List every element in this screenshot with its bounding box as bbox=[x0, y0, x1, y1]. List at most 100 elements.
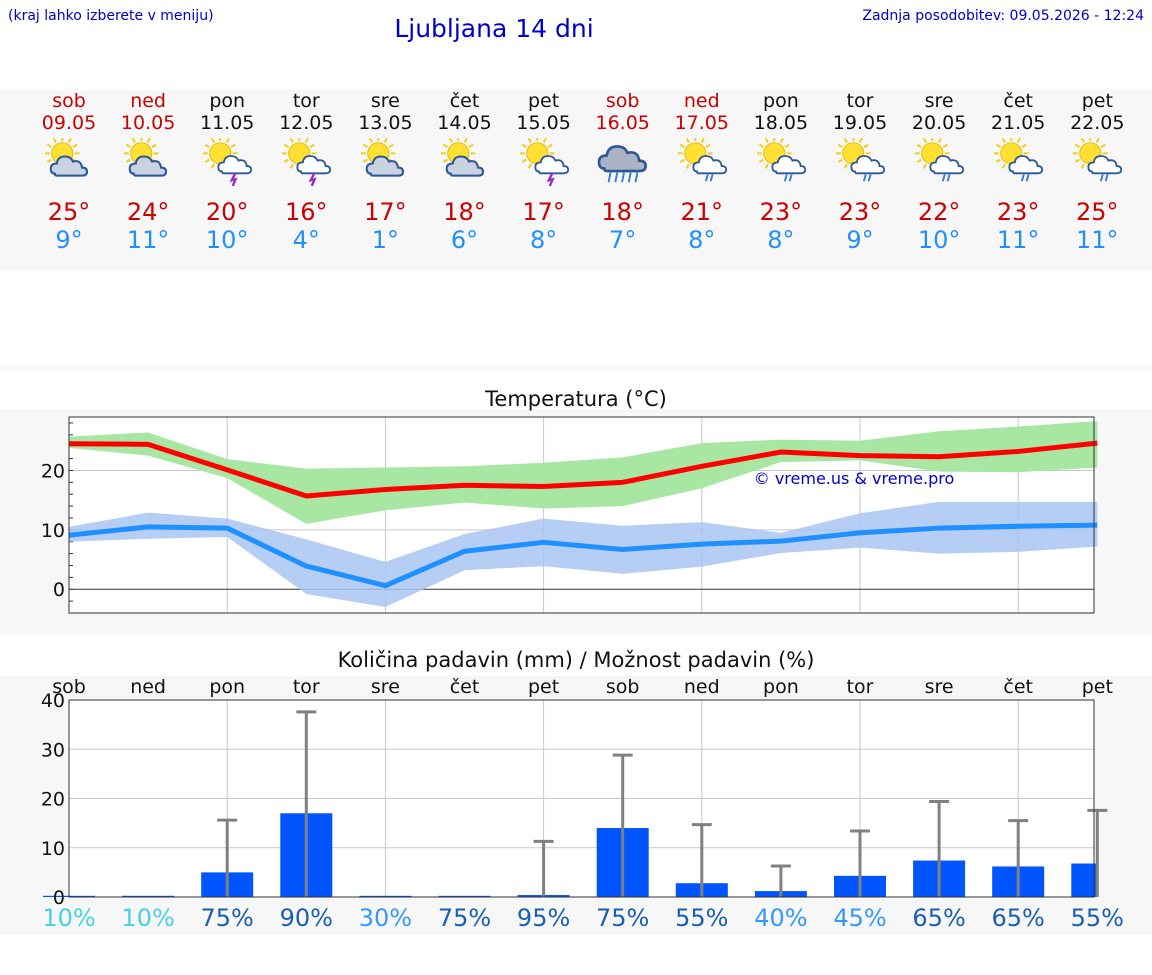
y-tick-label: 10 bbox=[41, 520, 65, 542]
precipitation-bar bbox=[122, 895, 175, 897]
precipitation-probability: 65% bbox=[912, 904, 965, 932]
min-temperature: 8° bbox=[767, 226, 795, 254]
day-date: 14.05 bbox=[437, 112, 492, 134]
day-date: 15.05 bbox=[516, 112, 571, 134]
max-temperature: 18° bbox=[443, 198, 486, 226]
sun-cloud-icon bbox=[438, 136, 492, 186]
precipitation-chart: sob ned pon tor sre čet pet sob ned pon tor sre čet p… bbox=[41, 676, 1124, 932]
day-date: 21.05 bbox=[990, 112, 1046, 134]
max-temperature: 18° bbox=[601, 198, 644, 226]
max-temperature: 20° bbox=[205, 198, 249, 226]
min-temperature: 10° bbox=[917, 226, 961, 254]
day-column: pet 15.05 17° 8° bbox=[504, 90, 584, 265]
max-temperature: 25° bbox=[1076, 198, 1119, 226]
x-tick-label: pon bbox=[763, 676, 799, 698]
sun-rain-icon bbox=[1070, 136, 1124, 186]
x-tick-label: sob bbox=[52, 676, 86, 698]
plot-border bbox=[68, 699, 1095, 898]
day-name: sob bbox=[605, 90, 640, 112]
sun-storm-icon bbox=[200, 136, 254, 187]
precipitation-probability: 55% bbox=[1071, 904, 1124, 932]
day-date: 18.05 bbox=[753, 112, 809, 134]
sun-storm-icon bbox=[279, 136, 333, 187]
max-temperature: 17° bbox=[522, 198, 565, 226]
day-name: pet bbox=[1081, 90, 1113, 112]
watermark: © vreme.us & vreme.pro bbox=[754, 469, 955, 488]
y-tick-label: 0 bbox=[53, 579, 65, 601]
sun-rain-icon bbox=[754, 136, 808, 186]
y-tick-label: 40 bbox=[41, 690, 65, 712]
max-temperature: 25° bbox=[47, 198, 91, 226]
x-tick-label: sob bbox=[606, 676, 640, 698]
sun-cloud-icon bbox=[358, 136, 412, 186]
x-tick-label: sre bbox=[371, 676, 400, 698]
min-temperature: 11° bbox=[1076, 226, 1119, 254]
precipitation-probability: 30% bbox=[359, 904, 412, 932]
y-tick-label: 10 bbox=[41, 838, 65, 860]
day-date: 20.05 bbox=[911, 112, 967, 134]
day-column: pon 11.05 20° 10° bbox=[187, 90, 267, 265]
precipitation-chart-title: Količina padavin (mm) / Možnost padavin … bbox=[337, 648, 815, 672]
max-temperature: 24° bbox=[126, 198, 170, 226]
day-name: ned bbox=[130, 90, 166, 112]
day-date: 22.05 bbox=[1070, 112, 1125, 134]
day-name: sob bbox=[52, 90, 86, 112]
x-tick-label: sre bbox=[925, 676, 954, 698]
sun-rain-icon bbox=[991, 136, 1045, 186]
temperature-chart-title: Temperatura (°C) bbox=[485, 387, 667, 411]
day-name: pon bbox=[763, 90, 799, 112]
day-date: 17.05 bbox=[674, 112, 729, 134]
max-temperature: 23° bbox=[838, 198, 882, 226]
day-name: pon bbox=[209, 90, 246, 112]
sun-rain-icon bbox=[833, 136, 887, 186]
precipitation-probability: 65% bbox=[992, 904, 1045, 932]
day-column: tor 12.05 16° 4° bbox=[266, 90, 346, 265]
min-temperature-line bbox=[68, 522, 1098, 589]
day-date: 16.05 bbox=[595, 112, 650, 134]
last-updated: Zadnja posodobitev: 09.05.2026 - 12:24 bbox=[862, 8, 1144, 24]
day-date: 12.05 bbox=[279, 112, 334, 134]
min-temperature: 8° bbox=[529, 226, 558, 254]
sun-cloud-icon bbox=[42, 136, 96, 186]
min-temperature: 1° bbox=[371, 226, 400, 254]
x-tick-label: tor bbox=[847, 676, 874, 698]
max-temperature: 17° bbox=[364, 198, 407, 226]
day-column: čet 14.05 18° 6° bbox=[425, 90, 505, 265]
max-temperature-band bbox=[69, 421, 1098, 524]
page-title: Ljubljana 14 dni bbox=[394, 14, 594, 43]
min-temperature: 6° bbox=[450, 226, 479, 254]
x-tick-label: čet bbox=[1003, 676, 1033, 698]
min-temperature: 11° bbox=[996, 226, 1040, 254]
day-date: 09.05 bbox=[41, 112, 97, 134]
heavy-rain-icon bbox=[596, 138, 650, 186]
daily-forecast-strip bbox=[0, 90, 1152, 270]
min-temperature: 10° bbox=[205, 226, 249, 254]
precipitation-bar bbox=[359, 895, 412, 897]
precipitation-probability: 75% bbox=[596, 904, 649, 932]
precipitation-bar bbox=[438, 895, 491, 897]
day-column: sre 20.05 22° 10° bbox=[899, 90, 979, 265]
precipitation-probability: 75% bbox=[438, 904, 491, 932]
min-temperature: 9° bbox=[846, 226, 874, 254]
sun-rain-icon bbox=[912, 136, 966, 186]
day-column: tor 19.05 23° 9° bbox=[820, 90, 900, 265]
day-date: 10.05 bbox=[120, 112, 176, 134]
precipitation-bar bbox=[1071, 863, 1098, 897]
day-date: 13.05 bbox=[358, 112, 413, 134]
day-column: pon 18.05 23° 8° bbox=[741, 90, 821, 265]
min-temperature: 4° bbox=[292, 226, 320, 254]
temperature-chart: 0 10 20 © vreme.us & vreme.pro bbox=[41, 416, 1098, 614]
x-tick-label: ned bbox=[130, 676, 166, 698]
max-temperature: 21° bbox=[680, 198, 724, 226]
max-temperature: 16° bbox=[285, 198, 328, 226]
x-tick-label: pet bbox=[528, 676, 559, 698]
sun-storm-icon bbox=[517, 136, 571, 187]
precipitation-probability: 55% bbox=[675, 904, 728, 932]
day-name: sre bbox=[370, 90, 400, 112]
min-temperature: 8° bbox=[688, 226, 716, 254]
precipitation-probability: 95% bbox=[517, 904, 570, 932]
y-tick-label: 30 bbox=[41, 739, 65, 761]
day-column: ned 10.05 24° 11° bbox=[108, 90, 188, 265]
min-temperature-band bbox=[69, 501, 1098, 608]
location-menu-hint[interactable]: (kraj lahko izberete v meniju) bbox=[8, 8, 214, 24]
